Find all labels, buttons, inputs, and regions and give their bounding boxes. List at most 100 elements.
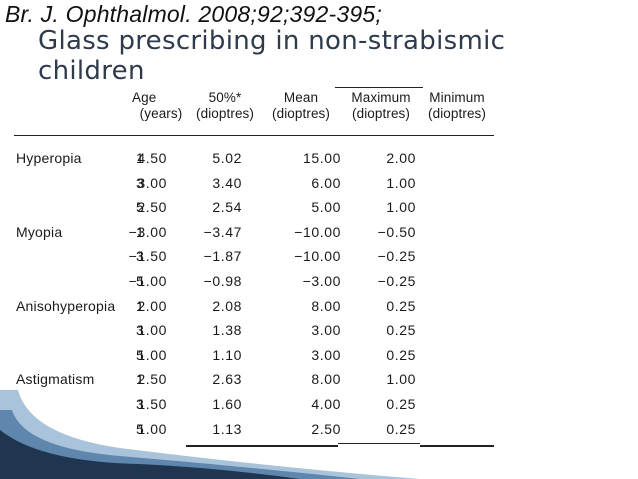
row-age: 5 (136, 273, 145, 289)
row-minimum: 2.00 (386, 150, 416, 166)
row-mean: 1.38 (212, 322, 242, 339)
row-age: 3 (136, 396, 145, 412)
row-maximum: 8.00 (311, 297, 341, 314)
row-minimum: −0.25 (377, 273, 416, 289)
row-mean: 2.08 (212, 297, 242, 314)
row-maximum: 6.00 (311, 174, 341, 191)
column-header-minimum: Minimum (dioptres) (418, 90, 496, 122)
slide-title-line-1: Glass prescribing in non-strabismic (38, 26, 506, 56)
slide-title-line-2: children (38, 56, 145, 86)
row-age: 3 (136, 174, 145, 191)
row-50pct: −1.00 (128, 273, 167, 289)
row-maximum: 8.00 (311, 371, 341, 388)
column-header-age-unit: (years) (139, 106, 183, 121)
table-row: Astigmatism 1 2.50 2.63 8.00 1.00 (14, 367, 494, 391)
table-bottom-rule-1 (186, 445, 264, 447)
row-mean: 1.10 (212, 346, 242, 363)
row-maximum: 5.00 (311, 199, 341, 216)
row-minimum: 1.00 (386, 199, 416, 216)
row-minimum: 0.25 (386, 420, 416, 437)
row-50pct: 3.00 (137, 174, 167, 191)
row-age: 5 (136, 420, 145, 437)
column-header-mean-title: Mean (283, 90, 319, 105)
row-age: 5 (136, 199, 145, 216)
row-maximum: 15.00 (302, 150, 341, 166)
row-age: 1 (136, 371, 145, 388)
row-label: Myopia (16, 223, 63, 240)
row-maximum: −3.00 (302, 273, 341, 289)
table-row: 5 1.00 1.13 2.50 0.25 (14, 417, 494, 441)
row-minimum: −0.50 (377, 223, 416, 240)
column-header-50pct: 50%* (dioptres) (186, 90, 264, 122)
row-50pct: 2.50 (137, 199, 167, 216)
column-header-50pct-title: 50%* (208, 90, 242, 105)
table-row: 5 −1.00 −0.98 −3.00 −0.25 (14, 269, 494, 293)
row-age: 3 (136, 248, 145, 265)
table-row: Anisohyperopia 1 2.00 2.08 8.00 0.25 (14, 294, 494, 318)
row-50pct: 1.00 (137, 322, 167, 339)
row-age: 1 (136, 150, 145, 166)
row-mean: 2.63 (212, 371, 242, 388)
column-header-age: Age (years) (132, 90, 190, 122)
row-minimum: 0.25 (386, 396, 416, 412)
table-header-rule (14, 135, 494, 136)
row-50pct: 1.00 (137, 420, 167, 437)
row-50pct: 2.50 (137, 371, 167, 388)
decorative-swoosh (0, 390, 420, 479)
slide-title: Glass prescribing in non-strabismic chil… (38, 26, 598, 86)
row-maximum: −10.00 (294, 248, 341, 265)
table-bottom-rule-4 (420, 445, 494, 447)
row-50pct: −3.00 (128, 223, 167, 240)
row-age: 3 (136, 322, 145, 339)
row-mean: 3.40 (212, 174, 242, 191)
row-label: Hyperopia (16, 150, 82, 166)
table-row: 5 2.50 2.54 5.00 1.00 (14, 195, 494, 219)
row-mean: 1.13 (212, 420, 242, 437)
row-mean: 1.60 (212, 396, 242, 412)
row-50pct: 1.50 (137, 396, 167, 412)
column-header-minimum-title: Minimum (429, 90, 485, 105)
row-maximum: −10.00 (294, 223, 341, 240)
column-header-maximum-unit: (dioptres) (351, 106, 411, 121)
row-maximum: 3.00 (311, 346, 341, 363)
row-50pct: 1.00 (137, 346, 167, 363)
table-row: Hyperopia 1 4.50 5.02 15.00 2.00 (14, 146, 494, 170)
table-bottom-rule-3 (338, 443, 420, 444)
row-minimum: 1.00 (386, 371, 416, 388)
row-minimum: 1.00 (386, 174, 416, 191)
row-age: 1 (136, 223, 145, 240)
table-row: Myopia 1 −3.00 −3.47 −10.00 −0.50 (14, 220, 494, 244)
row-maximum: 3.00 (311, 322, 341, 339)
row-minimum: −0.25 (377, 248, 416, 265)
column-header-age-title: Age (132, 90, 157, 105)
row-age: 1 (136, 297, 145, 314)
table-row: 5 1.00 1.10 3.00 0.25 (14, 343, 494, 367)
row-minimum: 0.25 (386, 322, 416, 339)
row-mean: 2.54 (212, 199, 242, 216)
row-50pct: −1.50 (128, 248, 167, 265)
column-header-mean: Mean (dioptres) (262, 90, 340, 122)
row-mean: 5.02 (212, 150, 242, 166)
column-header-50pct-unit: (dioptres) (195, 106, 255, 121)
row-age: 5 (136, 346, 145, 363)
table-bottom-rule-2 (264, 445, 338, 447)
column-header-minimum-unit: (dioptres) (427, 106, 487, 121)
row-50pct: 4.50 (137, 150, 167, 166)
citation-text: Br. J. Ophthalmol. 2008;92;392-395; (5, 1, 382, 27)
table-row: 3 3.00 3.40 6.00 1.00 (14, 171, 494, 195)
row-mean: −1.87 (203, 248, 242, 265)
row-minimum: 0.25 (386, 297, 416, 314)
row-maximum: 4.00 (311, 396, 341, 412)
table-top-rule (335, 87, 423, 88)
row-maximum: 2.50 (311, 420, 341, 437)
table-row: 3 1.00 1.38 3.00 0.25 (14, 318, 494, 342)
column-header-mean-unit: (dioptres) (271, 106, 331, 121)
column-header-maximum: Maximum (dioptres) (338, 90, 424, 122)
row-50pct: 2.00 (137, 297, 167, 314)
table-row: 3 1.50 1.60 4.00 0.25 (14, 392, 494, 416)
column-header-maximum-title: Maximum (351, 90, 411, 105)
row-mean: −3.47 (203, 223, 242, 240)
table-row: 3 −1.50 −1.87 −10.00 −0.25 (14, 244, 494, 268)
row-label: Astigmatism (16, 371, 95, 388)
row-label: Anisohyperopia (16, 297, 116, 314)
